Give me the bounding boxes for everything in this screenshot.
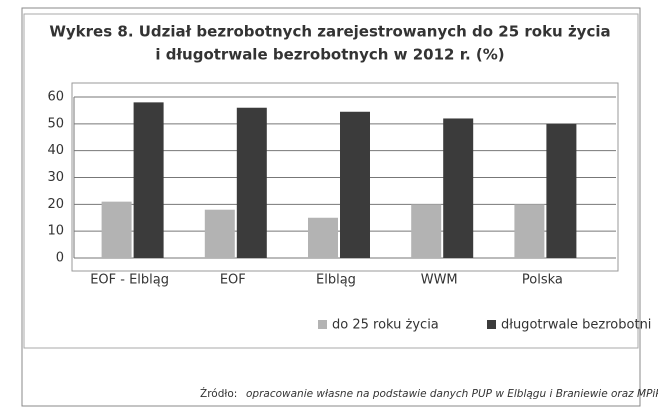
source-text: opracowanie własne na podstawie danych P… xyxy=(246,388,658,400)
chart-frame xyxy=(23,13,639,349)
x-tick-label: EOF - Elbląg xyxy=(90,273,169,288)
y-tick-label: 0 xyxy=(56,251,64,266)
y-tick-label: 30 xyxy=(47,170,64,185)
x-tick-label: Elbląg xyxy=(316,273,356,288)
legend-label: do 25 roku życia xyxy=(332,318,439,333)
y-tick-label: 20 xyxy=(47,197,64,212)
source-label: Źródło: xyxy=(200,387,237,400)
bar xyxy=(133,102,164,258)
legend-label: długotrwale bezrobotni xyxy=(501,318,651,333)
legend-swatch xyxy=(487,320,496,329)
bar xyxy=(443,118,474,258)
x-tick-label: WWM xyxy=(421,273,458,288)
bar xyxy=(411,204,442,258)
bar xyxy=(101,201,132,258)
bar xyxy=(204,209,235,258)
plot-frame xyxy=(71,82,619,272)
chart-title: i długotrwale bezrobotnych w 2012 r. (%) xyxy=(155,46,504,64)
x-tick-label: Polska xyxy=(522,273,563,288)
bar xyxy=(340,111,370,258)
bar xyxy=(546,123,577,258)
bar xyxy=(236,107,267,258)
x-tick-label: EOF xyxy=(220,273,246,288)
y-tick-label: 40 xyxy=(47,143,64,158)
y-tick-label: 50 xyxy=(47,116,64,131)
chart-title: Wykres 8. Udział bezrobotnych zarejestro… xyxy=(49,23,610,41)
y-tick-label: 60 xyxy=(47,90,64,105)
bar xyxy=(308,217,338,258)
bar xyxy=(514,204,545,258)
legend-swatch xyxy=(318,320,327,329)
y-tick-label: 10 xyxy=(47,224,64,239)
